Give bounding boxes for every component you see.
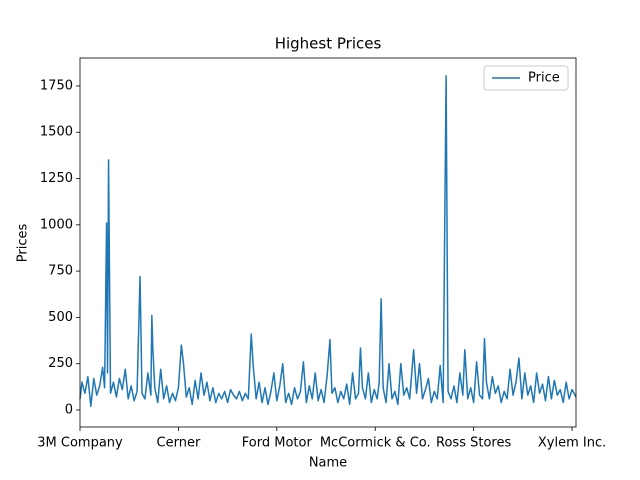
y-tick-label: 1000 [40, 217, 73, 232]
line-series [79, 75, 577, 408]
y-tick-label: 0 [65, 402, 73, 417]
y-tick-label: 250 [48, 356, 73, 371]
x-tick-label: McCormick & Co. [320, 436, 431, 451]
x-axis-label: Name [309, 456, 347, 471]
chart-title: Highest Prices [275, 35, 382, 53]
x-tick-label: 3M Company [37, 436, 123, 451]
x-tick-label: Ford Motor [242, 436, 313, 451]
y-tick-label: 500 [48, 310, 73, 325]
x-tick-label: Cerner [157, 436, 201, 451]
y-axis-label: Prices [16, 224, 31, 263]
legend-box [483, 65, 569, 91]
x-tick-label: Xylem Inc. [538, 436, 606, 451]
x-tick-label: Ross Stores [436, 436, 511, 451]
y-tick-label: 1250 [40, 171, 73, 186]
y-tick-label: 1750 [40, 78, 73, 93]
plot-frame [79, 57, 577, 428]
y-tick-label: 750 [48, 264, 73, 279]
y-tick-label: 1500 [40, 125, 73, 140]
legend-label: Price [528, 71, 560, 86]
